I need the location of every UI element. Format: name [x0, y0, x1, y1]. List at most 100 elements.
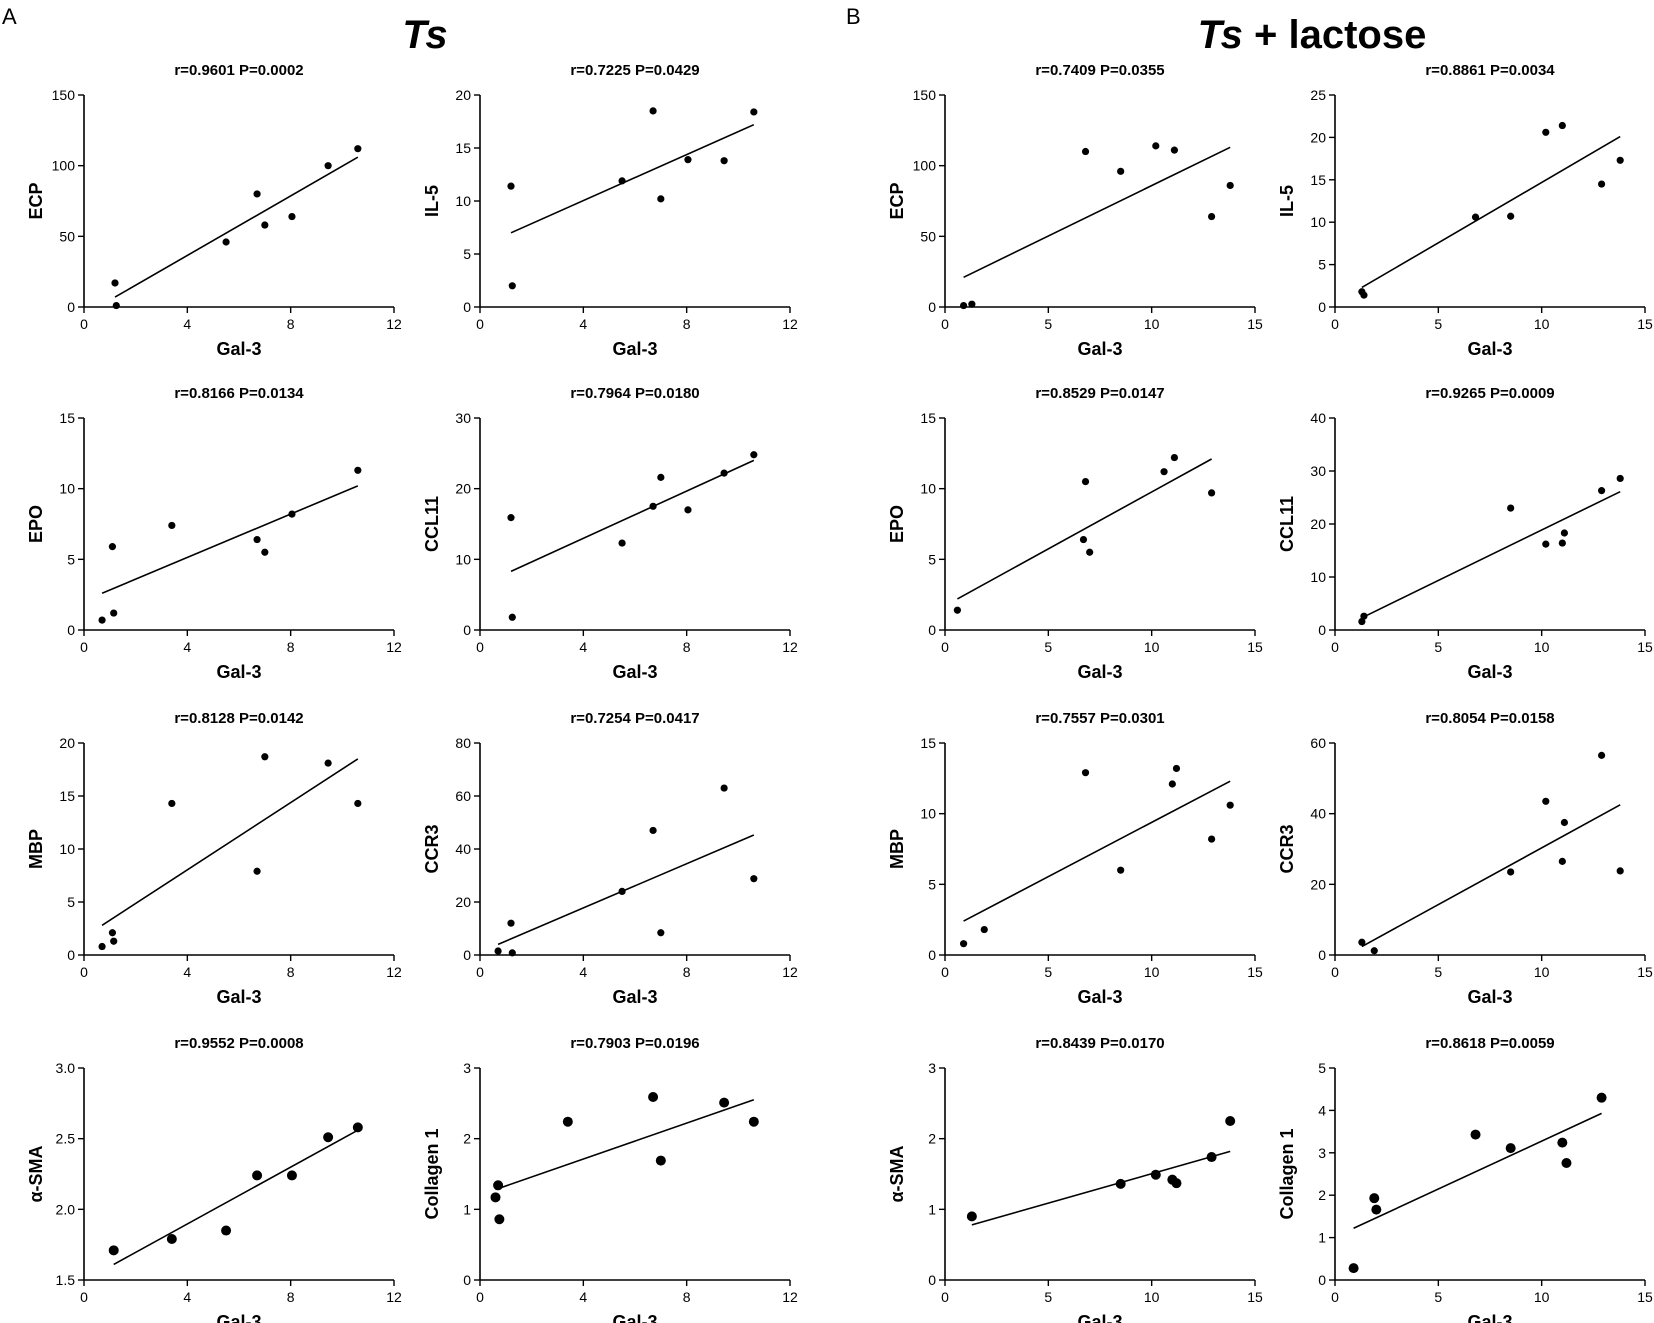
y-tick-label: 15 [59, 788, 75, 804]
y-tick-label: 0 [463, 622, 471, 638]
data-point [1371, 1204, 1382, 1215]
y-tick-label: 1 [463, 1201, 471, 1217]
y-tick-label: 0 [1318, 622, 1326, 638]
y-tick-label: 2 [1318, 1187, 1326, 1203]
y-tick-label: 30 [1310, 463, 1326, 479]
regression-line [497, 834, 755, 946]
data-point [1598, 487, 1606, 495]
data-point [253, 535, 261, 544]
data-point [748, 1116, 759, 1127]
data-point [354, 799, 362, 808]
x-tick-label: 0 [80, 1289, 88, 1305]
x-axis-label: Gal-3 [1077, 987, 1122, 1007]
data-point [1369, 1193, 1380, 1204]
data-point [1596, 1092, 1607, 1103]
group-title-ts-lactose-rest: + lactose [1243, 13, 1426, 57]
data-point [1598, 751, 1606, 759]
data-point [649, 502, 657, 510]
data-point [261, 548, 269, 556]
y-tick-label: 15 [59, 410, 75, 426]
data-point [324, 759, 332, 767]
y-axis-label: MBP [887, 829, 907, 869]
y-tick-label: 5 [1318, 257, 1326, 273]
data-point [1470, 1129, 1481, 1140]
y-tick-label: 20 [59, 735, 75, 751]
data-point [261, 221, 269, 229]
data-point [261, 753, 269, 761]
x-axis-label: Gal-3 [612, 339, 657, 359]
data-point [111, 279, 119, 287]
regression-line [963, 146, 1231, 279]
data-point [1081, 478, 1090, 486]
group-title-ts-italic: Ts [402, 13, 447, 57]
data-point [1542, 797, 1550, 805]
chart-title: r=0.7903 P=0.0196 [570, 1035, 699, 1052]
x-tick-label: 5 [1434, 1289, 1442, 1305]
y-tick-label: 2 [463, 1131, 471, 1147]
regression-line [1361, 804, 1621, 948]
data-point [98, 942, 106, 951]
y-axis-label: CCR3 [422, 824, 442, 873]
x-tick-label: 8 [683, 316, 691, 332]
data-point [1225, 1116, 1236, 1126]
data-point [1360, 612, 1368, 620]
data-point [750, 451, 758, 459]
y-tick-label: 5 [928, 551, 936, 567]
x-tick-label: 0 [1331, 639, 1339, 655]
y-tick-label: 0 [67, 947, 75, 963]
data-point [507, 919, 515, 927]
x-tick-label: 0 [476, 964, 484, 980]
chart-a-ecp: r=0.9601 P=0.0002 0 4 8 12 0 50 100 150 Gal-3 ECP [26, 62, 402, 359]
x-tick-label: 4 [579, 316, 587, 332]
x-tick-label: 0 [941, 639, 949, 655]
data-point [253, 190, 261, 198]
regression-line [114, 156, 359, 298]
data-point [1208, 489, 1216, 497]
data-point [221, 1225, 232, 1236]
regression-line [957, 458, 1212, 600]
data-point [222, 238, 230, 246]
y-tick-label: 1.5 [56, 1272, 76, 1288]
x-tick-label: 12 [782, 639, 798, 655]
data-point [507, 182, 515, 190]
panel-label-a: A [2, 4, 17, 29]
y-tick-label: 60 [1310, 735, 1326, 751]
data-point [110, 609, 118, 617]
chart-title: r=0.9552 P=0.0008 [174, 1035, 303, 1052]
regression-line [510, 459, 755, 573]
y-tick-label: 3 [1318, 1145, 1326, 1161]
x-tick-label: 15 [1247, 964, 1263, 980]
data-point [494, 1214, 505, 1225]
data-point [657, 195, 665, 203]
data-point [1081, 147, 1090, 156]
x-tick-label: 10 [1144, 1289, 1160, 1305]
x-tick-label: 0 [80, 316, 88, 332]
x-tick-label: 12 [782, 1289, 798, 1305]
data-point [1086, 548, 1094, 556]
y-tick-label: 30 [455, 410, 471, 426]
data-point [1471, 213, 1480, 221]
data-point [1542, 128, 1550, 136]
data-point [1358, 938, 1366, 946]
chart-b-mbp: r=0.7557 P=0.0301 0 5 10 15 0 5 10 15 Gal-3 MBP [887, 710, 1263, 1007]
chart-b-il-5: r=0.8861 P=0.0034 0 5 10 15 0 5 10 15 20 25 Gal-3 IL… [1277, 62, 1653, 359]
x-tick-label: 15 [1247, 1289, 1263, 1305]
data-point [655, 1155, 666, 1166]
x-tick-label: 5 [1044, 639, 1052, 655]
data-point [1598, 180, 1606, 188]
data-point [1081, 769, 1090, 777]
y-axis-label: Collagen 1 [422, 1128, 442, 1219]
y-axis-label: Collagen 1 [1277, 1128, 1297, 1219]
x-tick-label: 8 [287, 964, 295, 980]
y-tick-label: 2 [928, 1131, 936, 1147]
data-point [1170, 146, 1178, 154]
x-tick-label: 0 [476, 639, 484, 655]
x-tick-label: 12 [386, 964, 402, 980]
data-point [1208, 212, 1216, 221]
x-axis-label: Gal-3 [1467, 339, 1512, 359]
y-tick-label: 0 [928, 622, 936, 638]
y-axis-label: IL-5 [1277, 185, 1297, 217]
data-point [508, 282, 516, 290]
y-tick-label: 4 [1318, 1102, 1326, 1118]
